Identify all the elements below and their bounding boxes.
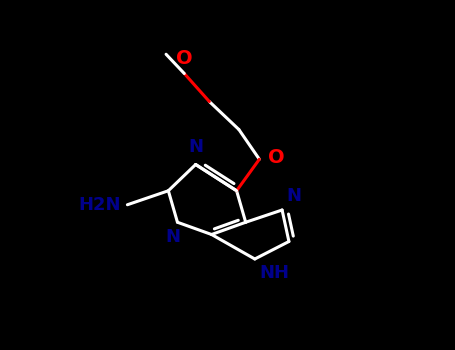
Text: NH: NH [259, 264, 289, 282]
Text: N: N [166, 228, 180, 245]
Text: O: O [176, 49, 192, 68]
Text: O: O [268, 148, 285, 167]
Text: N: N [188, 138, 203, 156]
Text: N: N [287, 187, 302, 205]
Text: H2N: H2N [78, 196, 121, 214]
